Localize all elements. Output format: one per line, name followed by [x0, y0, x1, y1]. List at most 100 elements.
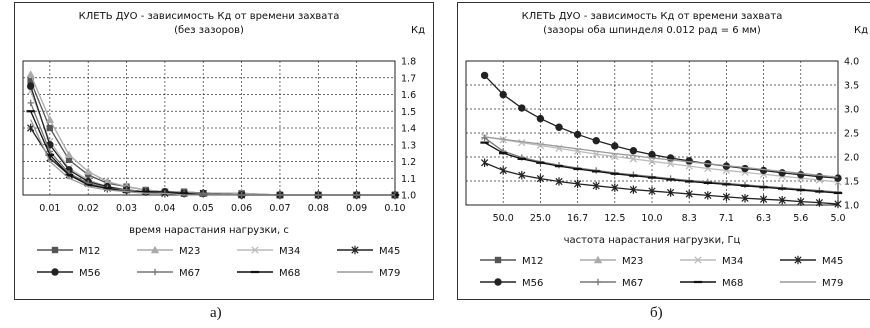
legend-marker-м23 — [593, 255, 603, 264]
legend-marker-м23 — [150, 245, 160, 254]
data-point-м45 — [704, 191, 712, 200]
data-point-м56 — [518, 104, 526, 112]
y-tick-label: 1.6 — [401, 90, 416, 101]
legend-label-м45: М45 — [822, 256, 843, 267]
data-point-м45 — [592, 181, 600, 190]
data-point-м45 — [759, 195, 768, 204]
y-tick-label: 1.8 — [401, 57, 416, 68]
y-tick-label: 1.0 — [844, 201, 859, 212]
data-point-м34 — [518, 138, 526, 147]
data-point-м45 — [27, 123, 35, 133]
data-point-м56 — [759, 166, 768, 175]
legend-label-м12: М12 — [522, 256, 543, 267]
caption-a: а) — [210, 305, 222, 321]
series-line-м34 — [484, 136, 839, 183]
legend-label-м45: М45 — [379, 246, 400, 257]
x-tick-label: 0.03 — [116, 203, 137, 214]
series-line-м79 — [484, 136, 839, 178]
legend-label-м67: М67 — [622, 278, 643, 289]
x-tick-label: 0.02 — [78, 203, 99, 214]
data-point-м45 — [741, 194, 749, 203]
data-point-м23 — [83, 167, 93, 175]
legend-label-м23: М23 — [179, 246, 200, 257]
legend-marker-м67 — [151, 268, 159, 276]
x-axis-label: время нарастания нагрузки, с — [129, 225, 289, 236]
legend-label-м79: М79 — [379, 268, 400, 279]
legend-marker-м34 — [251, 246, 259, 254]
x-tick-label: 0.10 — [384, 203, 405, 214]
data-point-м56 — [536, 114, 545, 123]
legend-label-м56: М56 — [79, 268, 100, 279]
x-tick-label: 5.6 — [793, 213, 808, 224]
x-tick-label: 16.7 — [567, 213, 588, 224]
x-tick-label: 0.06 — [231, 203, 252, 214]
x-tick-label: 25.0 — [530, 213, 551, 224]
legend-marker-м56 — [494, 278, 502, 286]
legend-label-м23: М23 — [622, 256, 643, 267]
y-axis-label: Кд — [854, 25, 868, 36]
legend-label-м34: М34 — [722, 256, 743, 267]
data-point-м45 — [722, 192, 731, 202]
y-tick-label: 4.0 — [844, 57, 859, 68]
data-point-м56 — [685, 157, 693, 165]
chart-b-svg: КЛЕТЬ ДУО - зависимость Кд от времени за… — [465, 11, 868, 289]
y-axis-label: Кд — [411, 25, 425, 36]
data-point-м56 — [741, 164, 749, 173]
y-tick-label: 1.4 — [401, 124, 416, 135]
data-point-м67 — [27, 99, 34, 107]
data-point-м56 — [648, 150, 656, 159]
legend-marker-м67 — [594, 278, 602, 286]
chart-a-svg: КЛЕТЬ ДУО - зависимость Кд от времени за… — [22, 11, 425, 279]
chart-title-line: КЛЕТЬ ДУО - зависимость Кд от времени за… — [79, 11, 340, 22]
y-tick-label: 3.0 — [844, 105, 859, 116]
data-point-м45 — [555, 177, 563, 186]
series-line-м67 — [30, 102, 395, 196]
data-point-м12 — [46, 124, 54, 132]
x-tick-label: 0.07 — [269, 203, 290, 214]
x-tick-label: 0.08 — [308, 203, 329, 214]
x-tick-label: 5.0 — [830, 213, 845, 224]
x-tick-label: 12.5 — [604, 213, 625, 224]
legend-label-м79: М79 — [822, 278, 843, 289]
data-point-м45 — [573, 179, 582, 189]
data-point-м56 — [499, 90, 507, 99]
data-point-м56 — [573, 130, 582, 139]
data-point-м56 — [26, 82, 35, 90]
data-point-м34 — [685, 162, 693, 170]
data-point-м34 — [629, 155, 638, 163]
data-point-м45 — [518, 171, 526, 180]
y-tick-label: 1.5 — [844, 177, 859, 188]
data-point-м45 — [778, 196, 786, 205]
data-point-м45 — [499, 166, 507, 175]
data-point-м56 — [611, 142, 619, 150]
data-point-м12 — [84, 171, 92, 179]
legend-label-м67: М67 — [179, 268, 200, 279]
x-tick-label: 6.3 — [756, 213, 771, 224]
caption-b: б) — [650, 305, 663, 321]
data-point-м56 — [778, 169, 786, 177]
y-tick-label: 3.5 — [844, 81, 859, 92]
data-point-м56 — [629, 147, 638, 155]
legend-label-м68: М68 — [722, 278, 743, 289]
y-tick-label: 1.7 — [401, 73, 416, 84]
data-point-м67 — [481, 134, 488, 141]
y-tick-label: 1.0 — [401, 191, 416, 202]
legend-marker-м12 — [494, 256, 502, 264]
y-tick-label: 1.1 — [401, 174, 416, 185]
x-tick-label: 0.04 — [154, 203, 175, 214]
data-point-м45 — [611, 183, 619, 192]
data-point-м23 — [45, 115, 55, 123]
x-axis-label: частота нарастания нагрузки, Гц — [564, 235, 741, 246]
chart-title-line: (зазоры оба шпинделя 0.012 рад = 6 мм) — [543, 25, 761, 36]
chart-title-line: (без зазоров) — [174, 25, 244, 36]
legend-label-м12: М12 — [79, 246, 100, 257]
y-tick-label: 1.3 — [401, 140, 416, 151]
legend-marker-м45 — [351, 245, 359, 255]
y-tick-label: 2.0 — [844, 153, 859, 164]
data-point-м12 — [27, 77, 34, 85]
legend-label-м56: М56 — [522, 278, 543, 289]
series-line-м67 — [484, 137, 839, 193]
data-point-м56 — [797, 171, 805, 179]
legend-label-м34: М34 — [279, 246, 300, 257]
x-tick-label: 10.0 — [641, 213, 662, 224]
